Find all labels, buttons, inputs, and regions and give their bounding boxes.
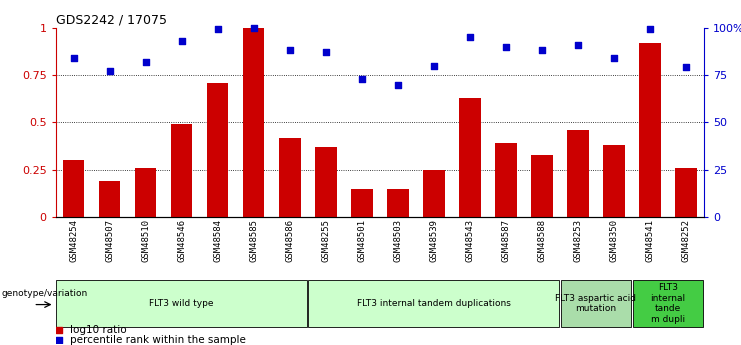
- Bar: [387, 189, 408, 217]
- Point: [67, 55, 79, 61]
- Text: GSM48501: GSM48501: [357, 219, 366, 262]
- Text: GSM48252: GSM48252: [682, 219, 691, 262]
- Point: [247, 25, 259, 30]
- Point: [320, 49, 332, 55]
- Text: GSM48507: GSM48507: [105, 219, 114, 262]
- Text: GSM48546: GSM48546: [177, 219, 186, 262]
- Point: [608, 55, 619, 61]
- Text: GSM48586: GSM48586: [285, 219, 294, 262]
- Bar: [603, 145, 625, 217]
- Point: [428, 63, 439, 68]
- Text: GSM48253: GSM48253: [574, 219, 582, 262]
- Text: GDS2242 / 17075: GDS2242 / 17075: [56, 13, 167, 27]
- Point: [500, 44, 512, 49]
- Text: FLT3
internal
tande
m dupli: FLT3 internal tande m dupli: [651, 284, 685, 324]
- Text: GSM48254: GSM48254: [69, 219, 78, 262]
- Text: log10 ratio: log10 ratio: [70, 325, 127, 335]
- Point: [572, 42, 584, 47]
- Bar: [495, 143, 516, 217]
- Point: [104, 68, 116, 74]
- Text: GSM48503: GSM48503: [393, 219, 402, 262]
- Text: FLT3 aspartic acid
mutation: FLT3 aspartic acid mutation: [556, 294, 637, 313]
- Bar: [423, 170, 445, 217]
- Bar: [279, 138, 301, 217]
- Text: GSM48541: GSM48541: [645, 219, 654, 262]
- Point: [644, 27, 656, 32]
- Text: genotype/variation: genotype/variation: [1, 289, 87, 298]
- Bar: [633, 280, 703, 327]
- Point: [242, 300, 253, 306]
- Point: [212, 27, 224, 32]
- Text: GSM48588: GSM48588: [537, 219, 546, 262]
- Bar: [561, 280, 631, 327]
- Text: GSM48584: GSM48584: [213, 219, 222, 262]
- Bar: [135, 168, 156, 217]
- Text: FLT3 internal tandem duplications: FLT3 internal tandem duplications: [357, 299, 511, 308]
- Point: [176, 38, 187, 43]
- Point: [356, 76, 368, 81]
- Point: [392, 82, 404, 87]
- Text: GSM48350: GSM48350: [609, 219, 619, 262]
- Bar: [56, 280, 307, 327]
- Bar: [531, 155, 553, 217]
- Bar: [459, 98, 481, 217]
- Text: GSM48587: GSM48587: [502, 219, 511, 262]
- Text: percentile rank within the sample: percentile rank within the sample: [70, 335, 246, 345]
- Text: GSM48585: GSM48585: [249, 219, 258, 262]
- Text: GSM48255: GSM48255: [322, 219, 330, 262]
- Bar: [315, 147, 336, 217]
- Bar: [351, 189, 373, 217]
- Text: GSM48510: GSM48510: [141, 219, 150, 262]
- Point: [536, 48, 548, 53]
- Text: GSM48539: GSM48539: [429, 219, 438, 262]
- Bar: [171, 125, 193, 217]
- Bar: [567, 130, 588, 217]
- Point: [140, 59, 152, 65]
- Bar: [99, 181, 120, 217]
- Bar: [308, 280, 559, 327]
- Point: [680, 65, 692, 70]
- Point: [242, 214, 253, 220]
- Bar: [63, 160, 84, 217]
- Point: [284, 48, 296, 53]
- Bar: [243, 28, 265, 217]
- Text: FLT3 wild type: FLT3 wild type: [150, 299, 214, 308]
- Point: [464, 34, 476, 40]
- Text: GSM48543: GSM48543: [465, 219, 474, 262]
- Bar: [207, 82, 228, 217]
- Bar: [639, 43, 661, 217]
- Bar: [675, 168, 697, 217]
